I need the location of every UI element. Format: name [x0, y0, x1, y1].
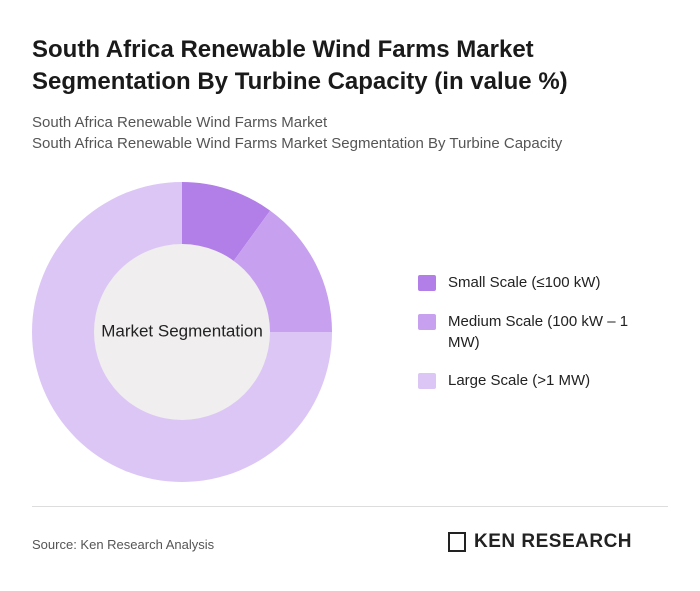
legend-swatch: [418, 373, 436, 389]
donut-hole: [94, 244, 270, 420]
legend-item: Small Scale (≤100 kW): [448, 274, 601, 291]
logo-mark: [448, 532, 466, 552]
legend-label: Medium Scale (100 kW – 1 MW): [448, 313, 629, 351]
legend-label: Large Scale (>1 MW): [448, 372, 591, 389]
legend-item: Medium Scale (100 kW – 1 MW): [448, 313, 629, 351]
center-label: Market Segmentation: [101, 321, 263, 340]
legend-label: Small Scale (≤100 kW): [448, 274, 601, 291]
divider: [32, 506, 668, 507]
legend-item: Large Scale (>1 MW): [448, 372, 591, 389]
subtitle: South Africa Renewable Wind Farms Market…: [32, 135, 563, 152]
legend-swatch: [418, 314, 436, 330]
legend-swatch: [418, 275, 436, 291]
chart: Market Segmentation Small Scale (≤100 kW)…: [32, 182, 629, 482]
logo: KEN RESEARCH: [448, 531, 632, 553]
logo-text: KEN RESEARCH: [474, 531, 633, 552]
subtitle: South Africa Renewable Wind Farms Market: [32, 114, 328, 131]
source: Source: Ken Research Analysis: [32, 537, 215, 552]
chart-title: South Africa Renewable Wind Farms Market…: [32, 36, 568, 95]
